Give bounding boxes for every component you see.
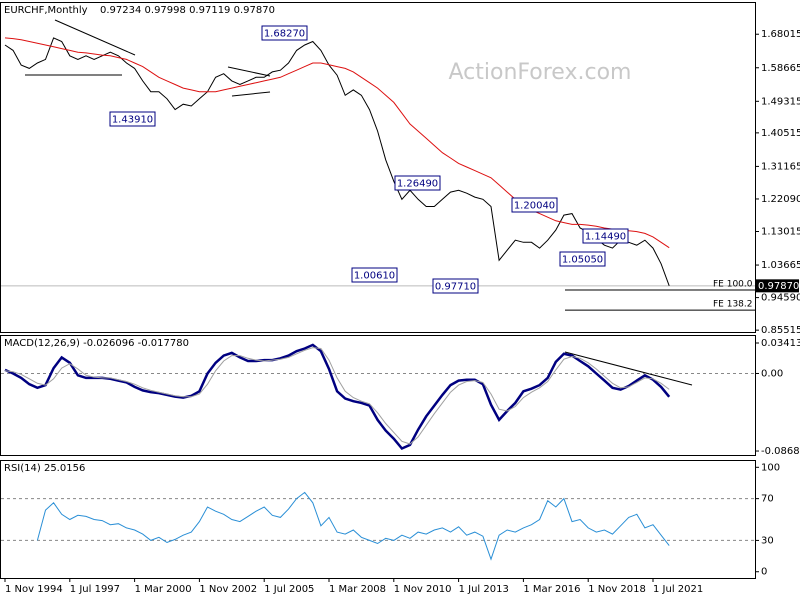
annotation-box xyxy=(261,25,308,41)
y-tick-label: 1.31165 xyxy=(761,161,800,172)
annotation-box xyxy=(109,111,156,127)
y-tick-label: 0 xyxy=(761,567,767,578)
y-tick-label: 1.22090 xyxy=(761,194,800,205)
last-price-box xyxy=(756,279,799,293)
annotation-label: 1.00610 xyxy=(354,271,395,282)
macd-panel xyxy=(0,335,756,456)
y-tick-label: 100 xyxy=(761,462,780,473)
rsi-panel xyxy=(0,460,756,579)
watermark: ActionForex.com xyxy=(449,60,632,85)
x-tick-label: 1 Nov 2010 xyxy=(394,584,452,595)
annotation-label: 1.05050 xyxy=(562,255,603,266)
y-tick-label: 0.034137 xyxy=(761,338,800,349)
annotation-box xyxy=(511,197,558,213)
annotation-label: 0.97710 xyxy=(435,282,476,293)
y-tick-label: 1.13015 xyxy=(761,227,800,238)
y-tick-label: 0.00 xyxy=(761,368,783,379)
annotation-label: 1.14490 xyxy=(585,232,626,243)
annotation-box xyxy=(351,267,398,283)
y-tick-label: 1.03665 xyxy=(761,260,800,271)
y-tick-label: 1.49315 xyxy=(761,96,800,107)
rsi-title: RSI(14) 25.0156 xyxy=(4,463,85,474)
y-tick-label: 30 xyxy=(761,535,774,546)
fe-label: FE 100.0 xyxy=(713,280,753,290)
annotation-box xyxy=(559,251,606,267)
trend-line xyxy=(231,91,271,97)
annotation-label: 1.20040 xyxy=(514,201,555,212)
x-tick-label: 1 Mar 2008 xyxy=(329,584,386,595)
x-tick-label: 1 Jul 2005 xyxy=(264,584,314,595)
x-tick-label: 1 Jul 2013 xyxy=(459,584,509,595)
y-tick-label: 70 xyxy=(761,494,774,505)
annotation-box xyxy=(582,228,629,244)
trend-line xyxy=(227,66,271,77)
x-tick-label: 1 Mar 2016 xyxy=(523,584,580,595)
annotation-label: 1.26490 xyxy=(397,179,438,190)
x-tick-label: 1 Jul 1997 xyxy=(70,584,120,595)
y-tick-label: 1.40515 xyxy=(761,128,800,139)
series-line xyxy=(36,491,670,561)
fe-label: FE 138.2 xyxy=(713,300,753,310)
y-tick-label: 0.85515 xyxy=(761,325,800,336)
x-tick-label: 1 Nov 2002 xyxy=(199,584,257,595)
annotation-label: 1.68270 xyxy=(264,29,305,40)
chart-title: EURCHF,Monthly xyxy=(4,5,88,16)
y-tick-label: 1.68015 xyxy=(761,29,800,40)
series-line xyxy=(4,347,670,445)
y-tick-label: 0.94590 xyxy=(761,293,800,304)
series-line xyxy=(4,343,671,451)
price-panel xyxy=(0,2,756,333)
annotation-box xyxy=(394,175,441,191)
ohlc-readout: 0.97234 0.97998 0.97119 0.97870 xyxy=(100,5,275,16)
annotation-box xyxy=(432,278,479,294)
x-tick-label: 1 Jul 2021 xyxy=(653,584,703,595)
trend-line xyxy=(564,351,693,386)
annotation-label: 1.43910 xyxy=(112,115,153,126)
last-price-label: 0.97870 xyxy=(758,281,799,292)
trend-line xyxy=(54,19,136,56)
y-tick-label: -0.086849 xyxy=(761,446,800,457)
series-line xyxy=(4,37,670,286)
x-tick-label: 1 Nov 1994 xyxy=(5,584,63,595)
x-tick-label: 1 Nov 2018 xyxy=(588,584,646,595)
y-tick-label: 1.58665 xyxy=(761,63,800,74)
macd-title: MACD(12,26,9) -0.026096 -0.017780 xyxy=(4,338,189,349)
series-line xyxy=(4,37,670,249)
x-tick-label: 1 Mar 2000 xyxy=(135,584,192,595)
